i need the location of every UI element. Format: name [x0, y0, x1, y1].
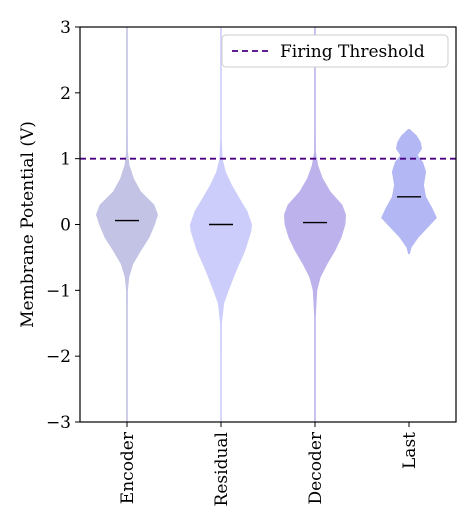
y-axis-title: Membrane Potential (V) [18, 121, 38, 328]
x-tick-label-decoder: Decoder [306, 431, 326, 504]
y-tick-label: 3 [60, 18, 71, 38]
y-tick-label: 0 [60, 216, 71, 236]
y-tick-label: 2 [60, 84, 71, 104]
y-tick-label: −3 [46, 413, 71, 433]
y-tick-label: −1 [46, 281, 71, 301]
violin-decoder [284, 27, 346, 422]
legend: Firing Threshold [221, 34, 449, 68]
violin-encoder [96, 27, 158, 422]
x-tick-label-encoder: Encoder [118, 431, 138, 504]
violin-last [381, 129, 437, 255]
x-tick-label-last: Last [400, 432, 420, 469]
y-tick-label: −2 [46, 347, 71, 367]
x-tick-label-residual: Residual [212, 432, 232, 506]
violins-layer [96, 27, 437, 422]
x-axis: Encoder Residual Decoder Last [118, 422, 420, 506]
legend-threshold-label: Firing Threshold [280, 42, 425, 62]
y-tick-label: 1 [60, 150, 71, 170]
legend-box [221, 34, 449, 68]
y-axis: −3 −2 −1 0 1 2 3 [46, 18, 80, 433]
